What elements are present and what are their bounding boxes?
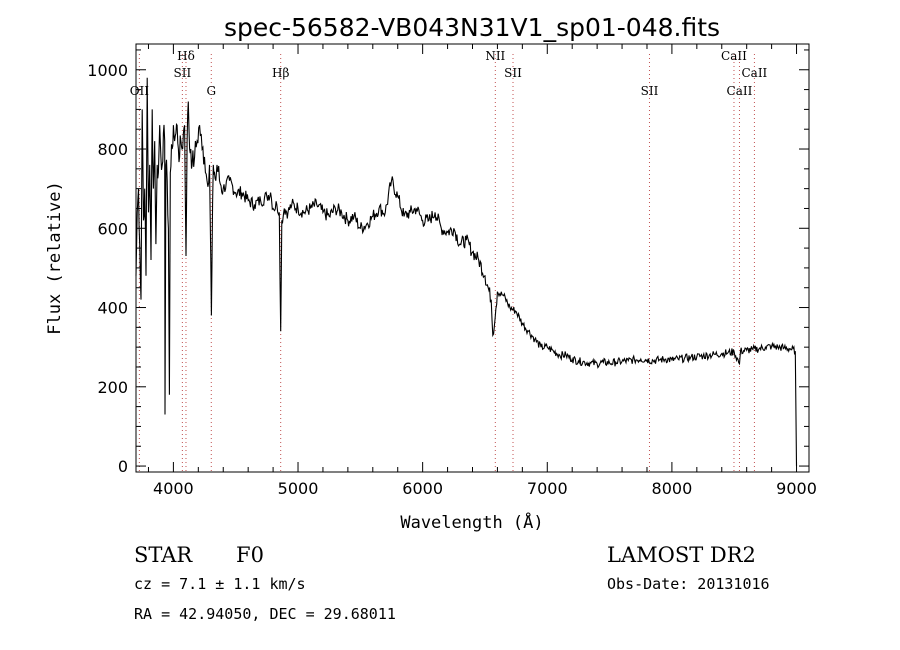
plot-frame <box>135 43 810 473</box>
emission-line-markers <box>138 54 755 472</box>
line-label: G <box>206 84 216 98</box>
x-tick-label: 8000 <box>652 479 693 498</box>
x-axis-label: Wavelength (Å) <box>400 511 543 533</box>
line-label: SII <box>174 66 192 80</box>
y-tick-label: 200 <box>97 378 128 397</box>
line-label: CaII <box>741 66 767 80</box>
y-tick-label: 0 <box>118 457 128 476</box>
object-type: STAR <box>134 543 193 567</box>
y-tick-label: 1000 <box>87 61 128 80</box>
x-tick-label: 9000 <box>776 479 817 498</box>
spectral-class: F0 <box>236 543 264 567</box>
redshift-readout: cz = 7.1 ± 1.1 km/s <box>134 575 306 593</box>
y-tick-label: 400 <box>97 299 128 318</box>
spectrum-series <box>135 77 798 467</box>
line-label: NII <box>485 49 505 63</box>
line-label: Hδ <box>177 49 195 63</box>
y-axis-label: Flux (relative) <box>45 181 65 335</box>
line-label: Hβ <box>272 66 289 80</box>
x-tick-label: 5000 <box>278 479 319 498</box>
x-tick-label: 4000 <box>153 479 194 498</box>
survey-name: LAMOST DR2 <box>607 543 756 567</box>
y-tick-label: 600 <box>97 219 128 238</box>
line-label: CaII <box>727 84 753 98</box>
line-label: SII <box>641 84 659 98</box>
y-tick-label: 800 <box>97 140 128 159</box>
line-label: CaII <box>721 49 747 63</box>
chart-title: spec-56582-VB043N31V1_sp01-048.fits <box>224 13 720 42</box>
axis-ticks: 4000 5000 6000 7000 8000 9000 0 200 400 600 800 100… <box>87 44 817 498</box>
emission-line-labels: OII Hδ SII G Hβ NII SII SII CaII CaII CaII <box>130 49 768 98</box>
spectrum-line <box>135 77 798 467</box>
obs-date: Obs-Date: 20131016 <box>607 575 770 593</box>
x-tick-label: 7000 <box>527 479 568 498</box>
x-tick-label: 6000 <box>402 479 443 498</box>
line-label: SII <box>504 66 522 80</box>
line-label: OII <box>130 84 150 98</box>
coordinates: RA = 42.94050, DEC = 29.68011 <box>134 605 396 623</box>
